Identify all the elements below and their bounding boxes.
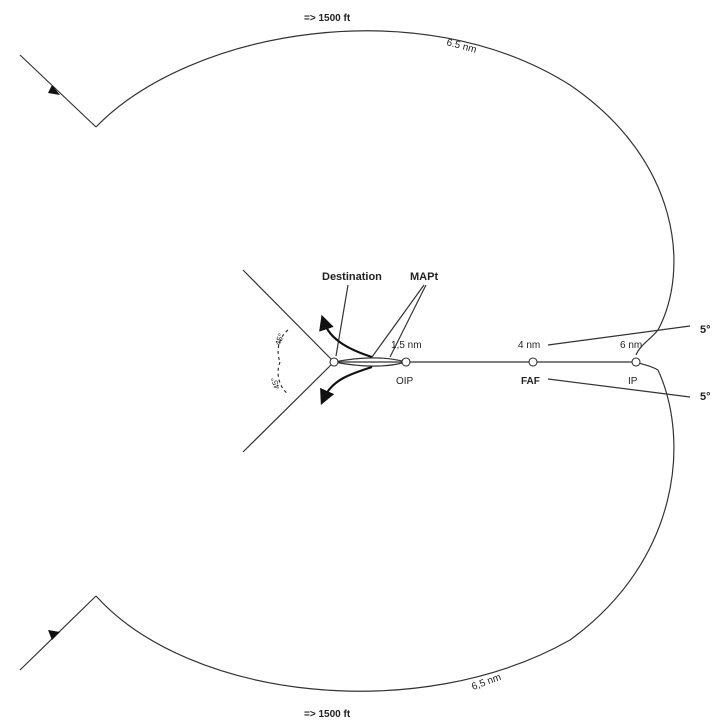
top-arc-distance-label: 6.5 nm [445, 37, 477, 56]
bottom-arc-distance-label: 6,5 nm [470, 672, 502, 693]
missed-approach-arrow-up [319, 314, 373, 359]
ip-label: IP [628, 376, 638, 387]
bottom-entry-arrow-icon [48, 630, 60, 640]
faf-waypoint [528, 357, 538, 367]
destination-leader [335, 284, 349, 357]
dist-6-label: 6 nm [620, 340, 642, 351]
oip-label: OIP [396, 376, 414, 387]
top-altitude-label: => 1500 ft [304, 13, 351, 24]
bottom-arc [95, 369, 675, 692]
mapt-label: MAPt [410, 271, 438, 283]
destination-label: Destination [322, 271, 382, 283]
top-entry-leg [19, 54, 97, 128]
destination-waypoint [329, 357, 339, 367]
angle-arc-upper [277, 329, 289, 363]
oip-waypoint [401, 357, 411, 367]
faf-label: FAF [521, 376, 540, 387]
angle-arc-upper-label: 45° [273, 332, 286, 346]
angle-bottom-leader [547, 378, 691, 398]
converge-upper [333, 357, 407, 363]
mapt-leader-1 [371, 284, 425, 358]
missed-approach-arrow-down [320, 365, 373, 406]
angle-arc-lower-label: 45° [269, 376, 282, 390]
angle-top-label: 5° [700, 324, 711, 336]
angle-bottom-label: 5° [700, 391, 711, 403]
dist-1-5-label: 1,5 nm [391, 340, 422, 351]
angle-arc-lower [277, 361, 289, 395]
bottom-altitude-label: => 1500 ft [304, 709, 351, 720]
sector-line-lower [242, 361, 335, 453]
converge-lower [333, 361, 407, 367]
top-return-hook [635, 329, 659, 356]
mapt-leader-2 [389, 284, 427, 358]
top-entry-arrow-icon [48, 85, 60, 95]
ip-waypoint [631, 357, 641, 367]
top-arc [95, 30, 675, 331]
sector-line-upper [242, 269, 335, 363]
angle-top-leader [547, 325, 691, 346]
dist-4-label: 4 nm [518, 340, 540, 351]
